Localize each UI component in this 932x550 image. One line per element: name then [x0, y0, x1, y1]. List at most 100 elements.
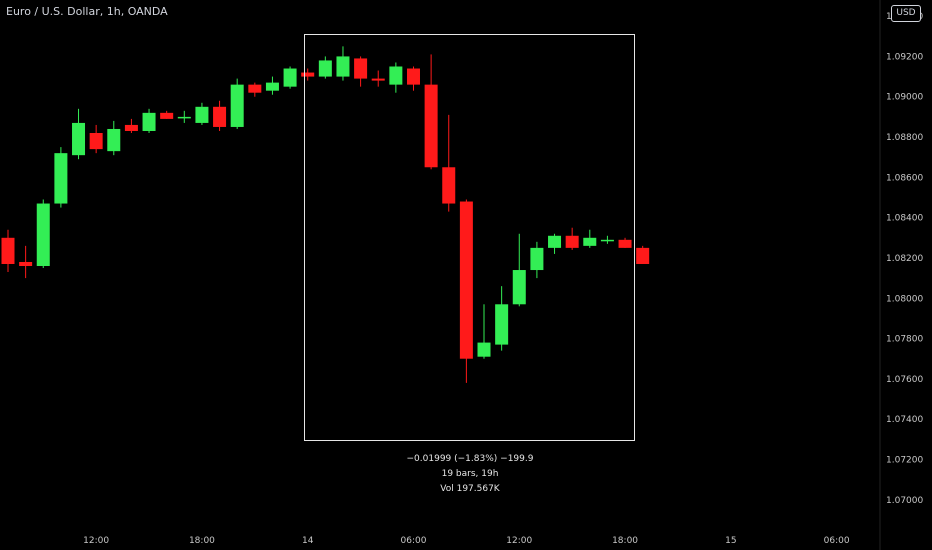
candle: [248, 82, 262, 97]
price-tick-label: 1.08000: [886, 294, 923, 304]
candle: [318, 56, 332, 79]
candle: [107, 120, 121, 156]
time-tick-label: 12:00: [506, 536, 532, 546]
candle: [512, 233, 526, 307]
candle: [36, 199, 50, 269]
time-tick-label: 14: [302, 536, 314, 546]
price-axis[interactable]: 1.07000 1.07200 1.07400 1.07600 1.07800 1.080…: [886, 12, 923, 506]
candle-body: [301, 72, 315, 77]
candle-body: [512, 270, 526, 305]
candle-body: [230, 84, 244, 127]
candle-body: [107, 128, 121, 152]
candle: [142, 108, 156, 134]
measure-selection-box[interactable]: [304, 34, 635, 441]
candle-body: [406, 68, 420, 85]
candle: [406, 66, 420, 91]
time-tick-label: 18:00: [189, 536, 215, 546]
time-tick-label: 15: [725, 536, 736, 546]
price-tick-label: 1.08400: [886, 214, 923, 224]
price-tick-label: 1.07400: [886, 415, 923, 425]
candle-body: [1, 237, 15, 264]
chart-title: Euro / U.S. Dollar, 1h, OANDA: [6, 5, 168, 18]
candle-body: [248, 84, 262, 93]
candle: [89, 124, 103, 154]
measure-change: −0.01999 (−1.83%) −199.9: [406, 454, 534, 464]
candle-body: [195, 106, 209, 123]
candle: [565, 227, 579, 250]
time-tick-label: 06:00: [824, 536, 850, 546]
candle: [19, 245, 33, 279]
candle: [124, 118, 138, 134]
candle-body: [354, 58, 368, 79]
price-tick-label: 1.08800: [886, 133, 923, 143]
candle-body: [618, 239, 632, 248]
candle: [495, 286, 509, 351]
candle-body: [19, 261, 33, 267]
candle: [600, 235, 614, 244]
time-tick-label: 06:00: [401, 536, 427, 546]
candle-body: [565, 235, 579, 248]
price-tick-label: 1.07200: [886, 455, 923, 465]
candle-body: [583, 237, 597, 246]
price-tick-label: 1.09000: [886, 93, 923, 103]
candle: [548, 233, 562, 254]
candle-body: [283, 68, 297, 87]
currency-badge[interactable]: USD: [891, 5, 921, 22]
candle-body: [389, 66, 403, 85]
candle: [442, 114, 456, 212]
candle-body: [336, 56, 350, 77]
candle-body: [424, 84, 438, 168]
candle: [230, 78, 244, 129]
measure-tooltip: −0.01999 (−1.83%) −199.9 19 bars, 19h Vo…: [370, 452, 570, 497]
candle: [72, 108, 86, 160]
measure-bars: 19 bars, 19h: [441, 469, 499, 479]
time-tick-label: 12:00: [83, 536, 109, 546]
measure-volume: Vol 197.567K: [440, 484, 500, 494]
candle-body: [124, 124, 138, 131]
candle-body: [72, 122, 86, 156]
candle: [265, 76, 279, 95]
candle: [354, 56, 368, 87]
candle: [371, 70, 385, 87]
candle-body: [442, 167, 456, 204]
time-tick-label: 18:00: [612, 536, 638, 546]
candle-body: [36, 203, 50, 267]
candle: [477, 304, 491, 359]
candle: [424, 54, 438, 170]
candle: [459, 199, 473, 383]
candle: [160, 110, 174, 119]
candle: [389, 62, 403, 93]
price-tick-label: 1.08200: [886, 254, 923, 264]
candle: [530, 241, 544, 279]
candle-body: [530, 247, 544, 271]
candle-body: [318, 60, 332, 77]
candle-body: [142, 112, 156, 131]
candle-body: [495, 304, 509, 345]
candle-body: [371, 78, 385, 81]
candle: [636, 245, 650, 264]
candle: [336, 46, 350, 81]
candle: [618, 237, 632, 248]
candle: [283, 66, 297, 89]
candle-body: [600, 239, 614, 242]
candle: [195, 102, 209, 125]
candle-body: [160, 112, 174, 119]
candle: [177, 110, 191, 123]
candle-body: [636, 247, 650, 264]
candle-body: [89, 133, 103, 150]
price-tick-label: 1.09200: [886, 52, 923, 62]
candle: [54, 147, 68, 208]
price-tick-label: 1.07600: [886, 375, 923, 385]
candle: [213, 100, 227, 131]
price-tick-label: 1.08600: [886, 173, 923, 183]
candle: [1, 229, 15, 273]
candle-body: [459, 201, 473, 359]
candle-body: [213, 106, 227, 127]
candle: [301, 68, 315, 81]
candle: [583, 229, 597, 248]
time-axis[interactable]: 12:00 18:00 14 06:00 12:00 18:00 15 06:00: [83, 536, 850, 546]
candle-body: [477, 342, 491, 357]
candle-body: [265, 82, 279, 91]
candle-body: [548, 235, 562, 248]
